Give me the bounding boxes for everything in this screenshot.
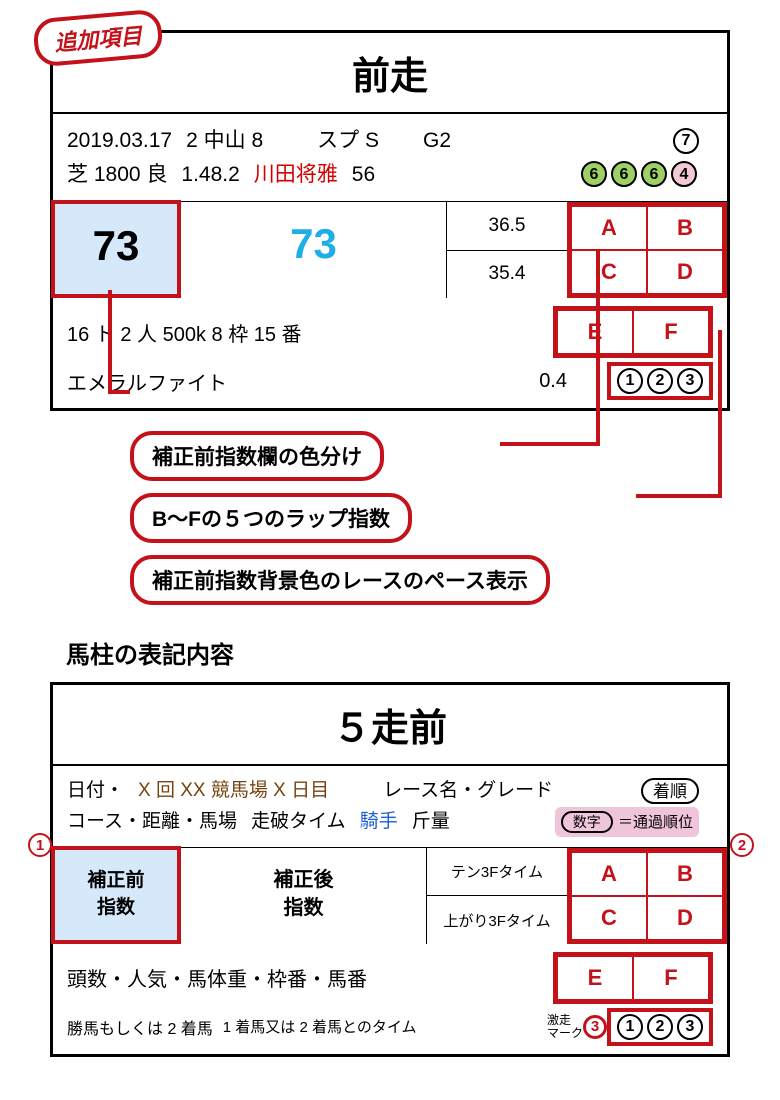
card2-title: ５走前: [53, 685, 727, 766]
callout-1: 補正前指数欄の色分け: [130, 431, 384, 481]
mark-label: 激走 マーク: [547, 1014, 583, 1040]
connector-1: [108, 290, 112, 390]
ten3f: 36.5: [447, 202, 567, 251]
bottom-circles-2: 1 2 3: [607, 1008, 713, 1046]
card2-bottom: 頭数・人気・馬体重・枠番・馬番 E F 勝馬もしくは 2 着馬 1 着馬又は 2…: [53, 944, 727, 1054]
cell2-d: D: [647, 896, 723, 940]
race-label: レース名・グレード: [383, 776, 553, 806]
card2-info: 日付・ X 回 XX 競馬場 X 日目 レース名・グレード 着順 コース・距離・…: [53, 766, 727, 847]
grade: G2: [423, 124, 451, 158]
cell-c: C: [571, 250, 647, 294]
meet-format: X 回 XX 競馬場 X 日目: [138, 776, 329, 806]
card-5-races-ago: ５走前 日付・ X 回 XX 競馬場 X 日目 レース名・グレード 着順 コース…: [50, 682, 730, 1057]
cell-e: E: [557, 310, 633, 354]
bc2-1: 1: [617, 1014, 643, 1040]
finish-label: 着順: [641, 778, 699, 804]
index-row-2: 補正前 指数 補正後 指数 テン3Fタイム 上がり3Fタイム A B C D: [53, 847, 727, 944]
date: 2019.03.17: [67, 124, 172, 158]
callouts: 補正前指数欄の色分け B～Fの５つのラップ指数 補正前指数背景色のレースのペース…: [130, 431, 730, 605]
winner-name: エメラルファイト: [67, 367, 227, 396]
pass-pos-1: 6: [581, 161, 607, 187]
cell2-b: B: [647, 852, 723, 896]
marker-2: 2: [730, 833, 754, 857]
row6a: 勝馬もしくは 2 着馬: [67, 1015, 213, 1039]
cell-d: D: [647, 250, 723, 294]
index-row: 73 73 36.5 35.4 A B C D: [53, 201, 727, 298]
cell2-c: C: [571, 896, 647, 940]
index-before: 73: [51, 200, 181, 298]
cell-f: F: [633, 310, 709, 354]
pass-label: 数字: [561, 811, 613, 833]
card1-info: 2019.03.17 2 中山 8 スプ S G2 7 芝 1800 良 1.4…: [53, 114, 727, 201]
bc2-2: 2: [647, 1014, 673, 1040]
connector-3h: [636, 494, 722, 498]
cell2-a: A: [571, 852, 647, 896]
lap-grid: A B C D: [567, 202, 727, 298]
connector-1h: [108, 390, 130, 394]
connector-2: [596, 250, 600, 445]
time: 1.48.2: [181, 158, 239, 192]
cell-b: B: [647, 206, 723, 250]
jockey-name: 川田将雅: [254, 158, 338, 192]
pass-desc: ＝通過順位: [618, 814, 693, 831]
course-label: コース・距離・馬場: [67, 807, 237, 837]
pass-pos-3: 6: [641, 161, 667, 187]
card-prev-race: 前走 2019.03.17 2 中山 8 スプ S G2 7 芝 1800 良 …: [50, 30, 730, 411]
connector-2h: [500, 442, 600, 446]
weight-carried: 56: [352, 158, 375, 192]
time-label: 走破タイム: [251, 807, 346, 837]
index-after-label: 補正後 指数: [181, 848, 427, 944]
bc-3: 3: [677, 368, 703, 394]
cell2-e: E: [557, 956, 633, 1000]
meet: 2 中山 8: [186, 124, 263, 158]
callout-3: 補正前指数背景色のレースのペース表示: [130, 555, 550, 605]
card1-bottom: 16 ト 2 人 500k 8 枠 15 番 E F エメラルファイト 0.4 …: [53, 298, 727, 408]
time-col-2: テン3Fタイム 上がり3Fタイム: [427, 848, 567, 944]
mark-3: 3: [583, 1015, 607, 1039]
jockey-label: 騎手: [360, 807, 398, 837]
pass-pos-2: 6: [611, 161, 637, 187]
race-name: スプ S: [317, 124, 379, 158]
agari3f: 35.4: [447, 251, 567, 299]
course: 芝 1800 良: [67, 158, 167, 192]
row5-label: 頭数・人気・馬体重・枠番・馬番: [67, 963, 367, 992]
cell2-f: F: [633, 956, 709, 1000]
ten3f-label: テン3Fタイム: [427, 848, 567, 897]
cell-a: A: [571, 206, 647, 250]
row6b: 1 着馬又は 2 着馬とのタイム: [223, 1016, 417, 1037]
lap-grid-2: A B C D: [567, 848, 727, 944]
weight-label: 斤量: [412, 807, 450, 837]
marker-1: 1: [28, 833, 52, 857]
callout-2: B～Fの５つのラップ指数: [130, 493, 412, 543]
date-label: 日付・: [67, 776, 124, 806]
time-column: 36.5 35.4: [447, 202, 567, 298]
bc2-3: 3: [677, 1014, 703, 1040]
index-before-label: 補正前 指数: [51, 846, 181, 944]
index-after: 73: [181, 202, 447, 298]
bottom-circles: 1 2 3: [607, 362, 713, 400]
bc-2: 2: [647, 368, 673, 394]
finish-pos: 7: [673, 128, 699, 154]
bc-1: 1: [617, 368, 643, 394]
margin: 0.4: [539, 370, 567, 393]
agari3f-label: 上がり3Fタイム: [427, 896, 567, 944]
section-title: 馬柱の表記内容: [66, 635, 730, 670]
field-info: 16 ト 2 人 500k 8 枠 15 番: [67, 318, 302, 347]
connector-3: [718, 330, 722, 496]
pass-pos-4: 4: [671, 161, 697, 187]
